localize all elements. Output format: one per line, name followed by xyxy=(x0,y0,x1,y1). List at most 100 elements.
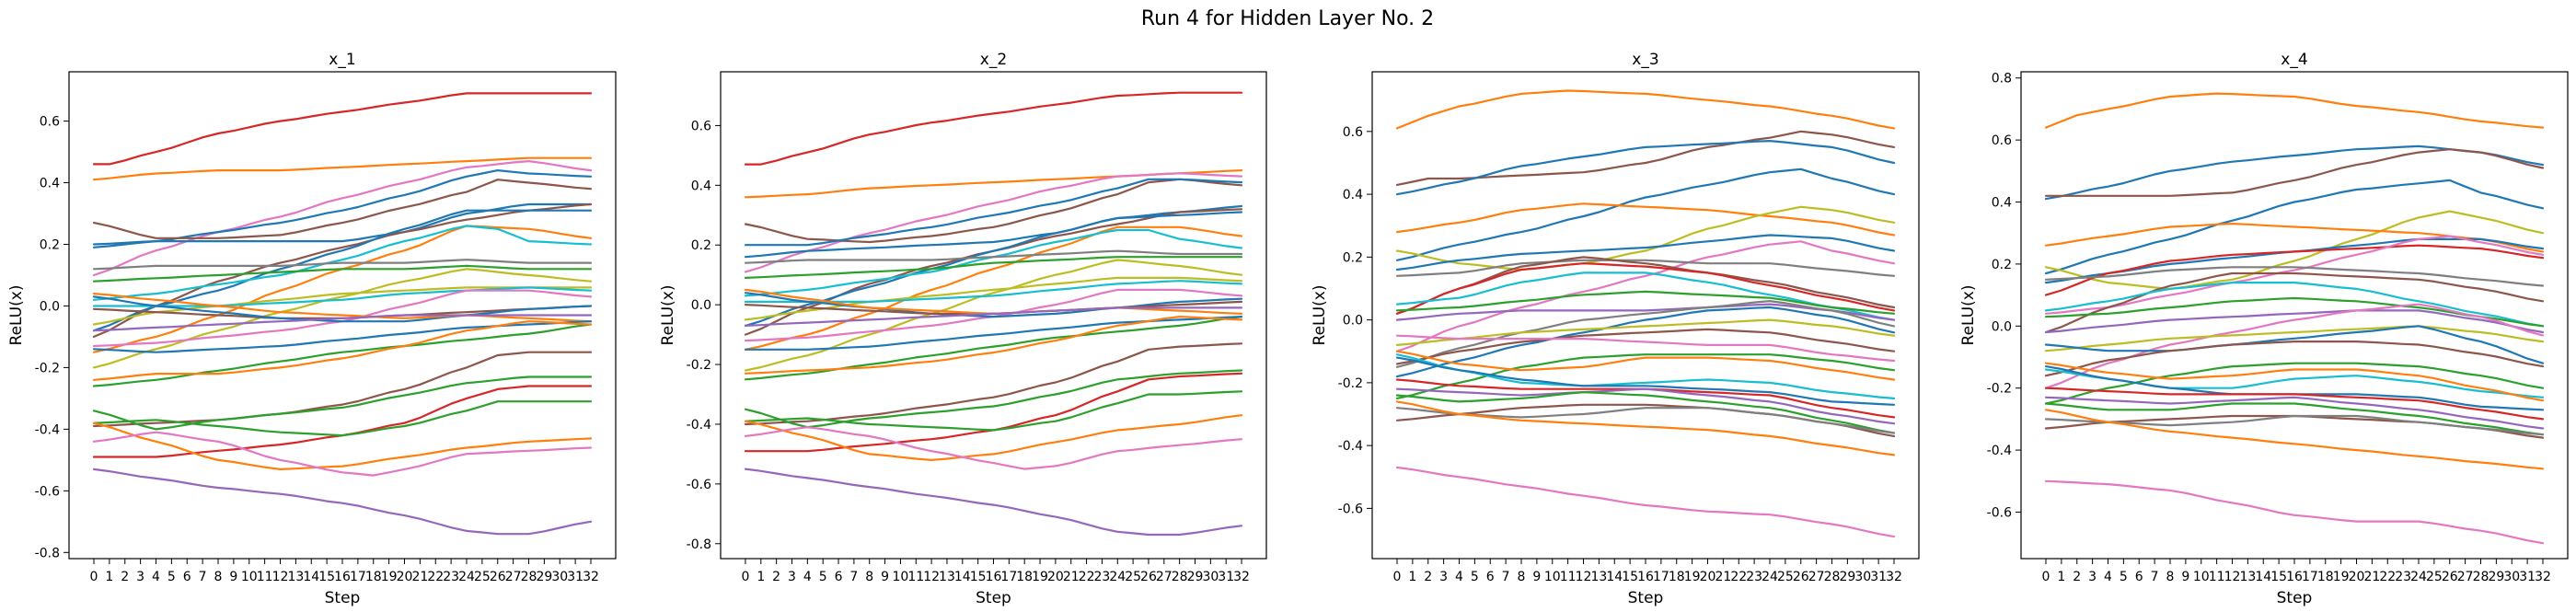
x-tick-label: 24 xyxy=(458,570,475,584)
x-tick-label: 15 xyxy=(2270,570,2287,584)
x-tick-label: 16 xyxy=(1637,570,1654,584)
y-tick-label: -0.2 xyxy=(1338,376,1363,391)
series-line-7 xyxy=(92,202,593,338)
y-tick-label: -0.8 xyxy=(35,546,60,560)
x-tick-label: 23 xyxy=(1746,570,1762,584)
series-line-18 xyxy=(1395,328,1896,365)
x-tick-label: 29 xyxy=(1187,570,1204,584)
x-tick-label: 28 xyxy=(2473,570,2489,584)
series-line-3 xyxy=(744,172,1243,273)
x-tick-label: 5 xyxy=(819,570,827,584)
x-tick-label: 12 xyxy=(272,570,289,584)
x-tick-label: 10 xyxy=(2193,570,2210,584)
x-tick-label: 27 xyxy=(2457,570,2474,584)
series-line-8 xyxy=(744,211,1243,327)
x-tick-label: 4 xyxy=(2104,570,2112,584)
x-tick-label: 1 xyxy=(757,570,765,584)
series-line-5 xyxy=(1395,202,1896,237)
x-tick-label: 19 xyxy=(2333,570,2350,584)
series-line-29 xyxy=(1395,400,1896,456)
series-line-17 xyxy=(2044,325,2545,364)
x-tick-label: 0 xyxy=(90,570,98,584)
subplot-x_3: 0 1 2 3 4 5 6 7 8 9 10 11 12 13 14 15 16 17 18 19 20 21 22 23 24… xyxy=(1311,51,1920,607)
axes-frame xyxy=(1371,71,1920,560)
series-line-21 xyxy=(744,316,1243,381)
series-line-3 xyxy=(2044,148,2545,197)
series-line-16 xyxy=(1395,306,1896,378)
series-line-2 xyxy=(1395,130,1896,186)
x-tick-label: 20 xyxy=(397,570,413,584)
x-tick-label: 15 xyxy=(318,570,335,584)
y-axis-label: ReLU(x) xyxy=(1959,285,1978,346)
x-axis-label: Step xyxy=(325,589,361,607)
x-tick-label: 32 xyxy=(1233,570,1250,584)
x-tick-label: 29 xyxy=(1839,570,1855,584)
x-tick-label: 21 xyxy=(411,570,428,584)
y-tick-label: -0.2 xyxy=(35,361,60,375)
x-tick-label: 13 xyxy=(2239,570,2256,584)
series-line-27 xyxy=(1395,403,1896,437)
series-line-14 xyxy=(2044,309,2545,334)
x-tick-label: 9 xyxy=(2181,570,2189,584)
series-line-8 xyxy=(2044,244,2545,296)
series-line-4 xyxy=(744,178,1243,244)
series-line-29 xyxy=(2044,479,2545,545)
x-tick-label: 13 xyxy=(1590,570,1607,584)
x-tick-label: 4 xyxy=(152,570,160,584)
series-line-1 xyxy=(1395,89,1896,130)
series-line-23 xyxy=(92,320,593,381)
series-line-15 xyxy=(1395,300,1896,368)
series-line-2 xyxy=(2044,144,2545,201)
x-tick-label: 11 xyxy=(2209,570,2225,584)
x-tick-label: 1 xyxy=(2057,570,2065,584)
x-tick-label: 4 xyxy=(803,570,812,584)
subplot-title: x_3 xyxy=(1632,51,1658,69)
y-tick-label: 0.2 xyxy=(1992,258,2012,272)
y-tick-label: -0.6 xyxy=(687,478,711,492)
x-tick-label: 25 xyxy=(1125,570,1141,584)
series-line-23 xyxy=(1395,356,1896,406)
x-tick-label: 6 xyxy=(2135,570,2143,584)
x-tick-label: 14 xyxy=(303,570,319,584)
x-tick-label: 2 xyxy=(1424,570,1432,584)
x-tick-label: 19 xyxy=(1684,570,1701,584)
x-tick-label: 20 xyxy=(2349,570,2365,584)
y-tick-label: 0.4 xyxy=(1992,196,2012,211)
x-tick-label: 11 xyxy=(1560,570,1577,584)
x-tick-label: 7 xyxy=(849,570,858,584)
x-tick-label: 12 xyxy=(2224,570,2241,584)
y-tick-label: 0.6 xyxy=(1992,133,2012,148)
series-line-12 xyxy=(744,256,1243,279)
series-line-19 xyxy=(92,293,593,323)
x-tick-label: 30 xyxy=(2503,570,2520,584)
series-line-13 xyxy=(744,259,1243,372)
x-tick-label: 10 xyxy=(1544,570,1561,584)
x-axis-label: Step xyxy=(976,589,1011,607)
y-tick-label: -0.2 xyxy=(687,358,711,373)
series-line-4 xyxy=(2044,179,2545,275)
series-line-18 xyxy=(2044,341,2545,377)
x-tick-label: 25 xyxy=(1777,570,1794,584)
x-tick-label: 19 xyxy=(1032,570,1048,584)
series-line-17 xyxy=(744,292,1243,318)
x-tick-label: 32 xyxy=(1886,570,1902,584)
series-line-26 xyxy=(1395,391,1896,434)
x-tick-label: 21 xyxy=(1063,570,1080,584)
x-tick-label: 16 xyxy=(986,570,1002,584)
y-tick-label: 0.6 xyxy=(1343,125,1363,140)
x-tick-label: 20 xyxy=(1047,570,1064,584)
x-tick-label: 9 xyxy=(1532,570,1541,584)
x-tick-label: 0 xyxy=(2042,570,2050,584)
x-tick-label: 17 xyxy=(2302,570,2318,584)
y-tick-label: 0.8 xyxy=(1992,72,2012,87)
series-line-9 xyxy=(744,225,1243,351)
series-line-19 xyxy=(1395,334,1896,363)
series-line-16 xyxy=(2044,325,2545,352)
y-tick-label: -0.2 xyxy=(1987,382,2012,397)
subplot-x_1: 0 1 2 3 4 5 6 7 8 9 10 11 12 13 14 15 16 17 18 19 20 21 22 23 24… xyxy=(7,51,617,607)
series-line-20 xyxy=(1395,353,1896,399)
series-line-1 xyxy=(2044,92,2545,129)
series-line-21 xyxy=(92,323,593,387)
x-tick-label: 30 xyxy=(1202,570,1219,584)
x-tick-label: 24 xyxy=(1109,570,1126,584)
